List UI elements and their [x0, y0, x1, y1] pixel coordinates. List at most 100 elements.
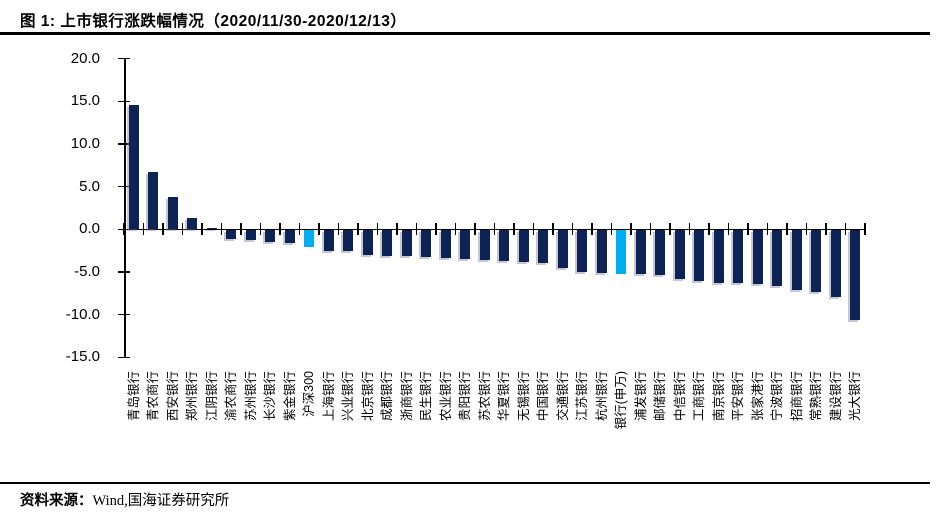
x-axis-tick-mark [142, 223, 145, 236]
x-axis-category-label: 邮储银行 [653, 371, 668, 422]
x-axis-tick-mark [805, 223, 808, 236]
bar [343, 230, 354, 252]
footer-divider [0, 482, 930, 484]
bar [401, 230, 412, 257]
x-axis-tick-mark [318, 223, 320, 236]
bar [635, 230, 646, 275]
y-axis-tick-label: 10.0 [70, 134, 100, 152]
x-axis-tick-mark [532, 223, 535, 236]
x-axis-tick-mark [766, 223, 769, 236]
x-axis-category-label: 宁波银行 [770, 371, 785, 422]
x-axis-tick-mark [181, 223, 184, 236]
bar [791, 230, 802, 290]
x-axis-category-label: 华夏银行 [497, 371, 512, 422]
y-axis-tick-mark [118, 356, 130, 359]
x-axis-category-label: 中国银行 [536, 371, 551, 422]
x-axis-tick-mark [513, 223, 515, 236]
bar [206, 227, 217, 230]
x-axis-tick-mark [493, 223, 496, 236]
y-axis-tick-label: 15.0 [70, 92, 100, 110]
x-axis-category-label: 沪深300 [302, 371, 317, 417]
bar [850, 230, 861, 320]
x-axis-category-label: 北京银行 [360, 371, 375, 422]
bar [694, 230, 705, 282]
x-axis-category-label: 交通银行 [555, 371, 570, 422]
x-axis-category-label: 光大银行 [848, 371, 863, 422]
y-axis-tick-label: -15.0 [65, 348, 100, 366]
bar [128, 104, 139, 230]
x-axis-category-label: 民生银行 [419, 371, 434, 422]
x-axis-category-label: 农业银行 [438, 371, 453, 422]
source-label: 资料来源： [20, 493, 93, 509]
bar [479, 230, 490, 260]
x-axis-tick-mark [298, 223, 301, 236]
x-axis-category-label: 工商银行 [692, 371, 707, 422]
bar [284, 230, 295, 243]
x-axis-tick-mark [649, 223, 652, 236]
bar [752, 230, 763, 284]
x-axis-category-label: 苏州银行 [243, 371, 258, 422]
bar [362, 230, 373, 255]
bar [499, 230, 510, 261]
bar [440, 230, 451, 259]
source-text: Wind,国海证券研究所 [92, 493, 230, 509]
bar [460, 230, 471, 260]
bar [830, 230, 841, 297]
x-axis-category-label: 无锡银行 [516, 371, 531, 422]
x-axis-tick-mark [123, 223, 125, 236]
bar [421, 230, 432, 258]
y-axis-line [124, 58, 126, 358]
y-axis-tick-label: 20.0 [70, 49, 100, 67]
x-axis-tick-mark [669, 223, 671, 236]
title-divider [0, 32, 930, 35]
x-axis-tick-mark [825, 223, 827, 236]
x-axis-category-label: 成都银行 [380, 371, 395, 422]
bar [265, 230, 276, 242]
bar [518, 230, 529, 262]
x-axis-category-label: 江阴银行 [204, 371, 219, 422]
bar [577, 230, 588, 272]
x-axis-category-label: 常熟银行 [809, 371, 824, 422]
x-axis-tick-mark [571, 223, 574, 236]
x-axis-category-label: 杭州银行 [594, 371, 609, 422]
x-axis-tick-mark [435, 223, 437, 236]
x-axis-tick-mark [864, 223, 866, 236]
x-axis-tick-mark [415, 223, 418, 236]
bar [245, 230, 256, 241]
figure-title: 图 1: 上市银行涨跌幅情况（2020/11/30-2020/12/13） [20, 13, 407, 30]
bar [187, 218, 198, 230]
y-axis-tick-label: -10.0 [65, 305, 100, 323]
x-axis-category-label: 建设银行 [828, 371, 843, 422]
bar [323, 230, 334, 251]
x-axis-tick-mark [259, 223, 262, 236]
x-axis-category-label: 青岛银行 [126, 371, 141, 422]
x-axis-tick-mark [727, 223, 730, 236]
x-axis-tick-mark [552, 223, 554, 236]
x-axis-category-label: 浙商银行 [399, 371, 414, 422]
x-axis-tick-mark [357, 223, 359, 236]
bar [772, 230, 783, 286]
x-axis-tick-mark [162, 223, 164, 236]
x-axis-tick-mark [786, 223, 788, 236]
x-axis-category-label: 上海银行 [321, 371, 336, 422]
y-axis-tick-label: 0.0 [79, 220, 100, 238]
x-axis-tick-mark [630, 223, 632, 236]
x-axis-category-label: 兴业银行 [341, 371, 356, 422]
bar [713, 230, 724, 283]
x-axis-category-label: 渝农商行 [224, 371, 239, 422]
bar [167, 196, 178, 230]
x-axis-tick-mark [201, 223, 203, 236]
x-axis-category-label: 张家港行 [750, 371, 765, 422]
bar [811, 230, 822, 293]
x-axis-tick-mark [396, 223, 398, 236]
x-axis-category-label: 中信银行 [672, 371, 687, 422]
bar [557, 230, 568, 269]
y-axis-tick-label: -5.0 [74, 262, 100, 280]
bar [382, 230, 393, 256]
x-axis-category-label: 西安银行 [165, 371, 180, 422]
bar [733, 230, 744, 283]
x-axis-tick-mark [474, 223, 476, 236]
source-note: 资料来源：Wind,国海证券研究所 [20, 489, 229, 510]
x-axis-category-label: 长沙银行 [263, 371, 278, 422]
